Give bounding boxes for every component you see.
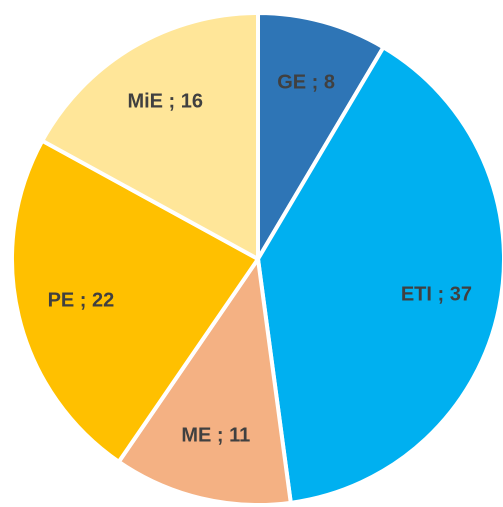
pie-slice bbox=[40, 11, 260, 261]
pie-slice bbox=[256, 11, 386, 261]
data-label: ETI ; 37 bbox=[401, 284, 472, 306]
data-label: PE ; 22 bbox=[48, 289, 115, 311]
pie-slice bbox=[116, 257, 293, 507]
pie-slice bbox=[10, 138, 260, 464]
pie-slice bbox=[256, 45, 503, 505]
data-label: GE ; 8 bbox=[277, 72, 335, 94]
data-label: MiE ; 16 bbox=[127, 91, 203, 113]
data-label: ME ; 11 bbox=[181, 424, 250, 446]
